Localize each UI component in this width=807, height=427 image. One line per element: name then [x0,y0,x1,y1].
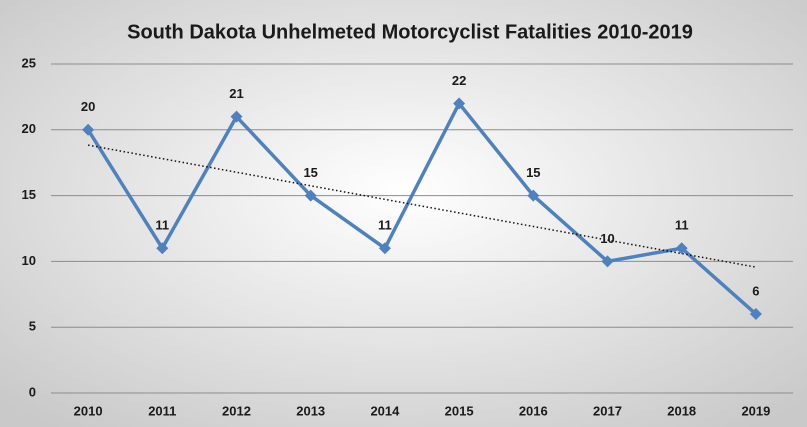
data-point [156,242,169,255]
data-label: 21 [229,86,243,101]
data-label: 11 [155,218,169,233]
x-tick-label: 2015 [445,403,474,418]
data-point [378,242,391,255]
y-tick-label: 5 [29,319,36,334]
x-tick-label: 2011 [148,403,176,418]
data-label: 6 [752,283,759,298]
data-label: 11 [675,218,689,233]
trendline [87,144,757,268]
y-tick-label: 25 [22,55,36,70]
data-point [527,189,540,202]
x-tick-label: 2013 [296,403,325,418]
data-point [82,123,95,136]
y-tick-label: 0 [29,384,36,399]
x-tick-label: 2012 [222,403,251,418]
data-point [304,189,317,202]
x-tick-label: 2014 [370,403,400,418]
y-tick-label: 20 [22,121,36,136]
data-label: 22 [452,73,466,88]
y-tick-label: 10 [22,253,36,268]
data-label: 11 [378,218,392,233]
x-tick-label: 2017 [593,403,622,418]
x-tick-label: 2010 [74,403,103,418]
y-tick-label: 15 [22,187,36,202]
data-point [601,255,614,268]
x-tick-label: 2018 [667,403,696,418]
series-line [86,101,758,316]
data-point [230,110,243,123]
x-tick-label: 2019 [741,403,770,418]
x-tick-label: 2016 [519,403,548,418]
data-label: 10 [600,231,614,246]
data-point [675,242,688,255]
data-point [749,308,762,321]
data-point [453,97,466,110]
data-label: 15 [303,165,317,180]
chart-title: South Dakota Unhelmeted Motorcyclist Fat… [127,21,693,43]
data-label: 15 [526,165,540,180]
data-label: 20 [81,99,95,114]
